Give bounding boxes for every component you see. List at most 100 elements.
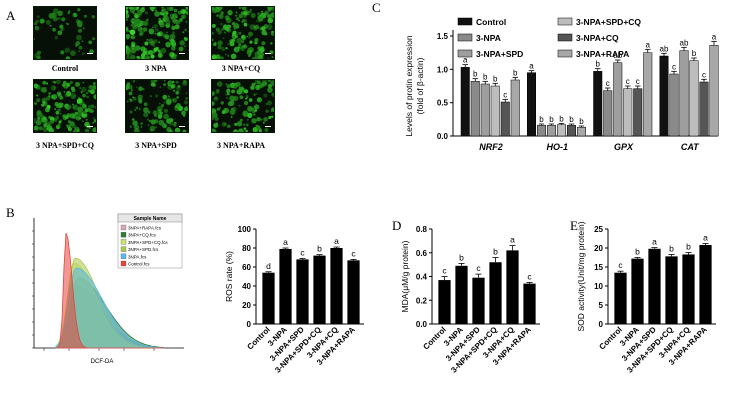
- significance-letter: b: [692, 49, 697, 58]
- cell-fluorescence: [59, 24, 64, 29]
- legend-header: [117, 213, 183, 223]
- cell-fluorescence: [146, 18, 149, 22]
- cell-fluorescence: [68, 10, 71, 13]
- micrograph-texture: [212, 7, 274, 59]
- cell-fluorescence: [169, 33, 176, 40]
- scale-bar: [87, 126, 93, 127]
- cell-fluorescence: [92, 121, 95, 124]
- cell-fluorescence: [57, 10, 63, 17]
- cell-fluorescence: [88, 126, 91, 129]
- cell-fluorescence: [157, 32, 160, 35]
- cell-fluorescence: [218, 14, 224, 19]
- cell-fluorescence: [244, 37, 247, 40]
- legend-swatch: [557, 33, 573, 42]
- cell-fluorescence: [139, 32, 143, 35]
- bar: [523, 283, 536, 324]
- cell-fluorescence: [258, 129, 262, 132]
- bar: [438, 280, 451, 324]
- y-tick-label: 1.5: [437, 32, 449, 41]
- cell-fluorescence: [146, 38, 149, 41]
- panel-label-b: B: [6, 205, 15, 220]
- cell-fluorescence: [171, 24, 174, 26]
- bar: [613, 62, 623, 137]
- scale-bar: [265, 53, 271, 54]
- significance-letter: b: [669, 243, 674, 253]
- cell-fluorescence: [270, 30, 274, 36]
- cell-fluorescence: [78, 96, 80, 99]
- cell-fluorescence: [247, 47, 251, 52]
- bar: [648, 248, 661, 324]
- cell-fluorescence: [65, 56, 70, 59]
- bar: [643, 52, 653, 137]
- y-tick-label: 80: [242, 244, 251, 253]
- cell-fluorescence: [172, 97, 177, 103]
- cell-fluorescence: [181, 110, 186, 116]
- bar: [682, 254, 695, 324]
- cell-fluorescence: [64, 93, 69, 98]
- cell-fluorescence: [132, 21, 134, 24]
- cell-fluorescence: [50, 116, 55, 122]
- micrograph-image: [33, 6, 97, 60]
- cell-fluorescence: [147, 110, 151, 114]
- cell-fluorescence: [248, 54, 251, 58]
- cell-fluorescence: [256, 117, 261, 122]
- cell-fluorescence: [72, 103, 74, 106]
- cell-fluorescence: [129, 7, 136, 13]
- cell-fluorescence: [126, 33, 131, 39]
- y-tick-label: 0.6: [416, 249, 428, 258]
- cell-fluorescence: [56, 91, 62, 96]
- cell-fluorescence: [238, 104, 241, 107]
- cell-fluorescence: [175, 16, 178, 19]
- cell-fluorescence: [172, 18, 178, 24]
- bar: [709, 45, 719, 137]
- micrograph-texture: [126, 80, 188, 132]
- cell-fluorescence: [134, 129, 139, 132]
- legend-label: 3NPA+CQ.fcs: [128, 233, 157, 238]
- cell-fluorescence: [134, 45, 141, 51]
- cell-fluorescence: [87, 107, 91, 112]
- cell-fluorescence: [154, 11, 160, 17]
- cell-fluorescence: [88, 85, 93, 90]
- cell-fluorescence: [144, 55, 151, 59]
- cell-fluorescence: [64, 47, 70, 53]
- bar: [527, 72, 536, 137]
- cell-fluorescence: [215, 90, 220, 95]
- cell-fluorescence: [138, 86, 143, 91]
- cell-fluorescence: [150, 54, 155, 59]
- cell-fluorescence: [129, 29, 136, 35]
- micrograph-texture: [126, 7, 188, 59]
- cell-fluorescence: [126, 45, 129, 49]
- cell-fluorescence: [56, 106, 59, 108]
- cell-fluorescence: [34, 102, 37, 105]
- significance-letter: b: [596, 60, 601, 69]
- significance-letter: a: [712, 32, 717, 41]
- cell-fluorescence: [126, 82, 131, 86]
- cell-fluorescence: [230, 53, 237, 59]
- cell-fluorescence: [75, 41, 81, 46]
- cell-fluorescence: [55, 110, 60, 115]
- cell-fluorescence: [130, 34, 136, 40]
- cell-fluorescence: [34, 38, 36, 41]
- cell-fluorescence: [57, 32, 61, 35]
- cell-fluorescence: [270, 42, 273, 45]
- cell-fluorescence: [172, 80, 175, 84]
- cell-fluorescence: [225, 53, 227, 56]
- legend-title: Sample Name: [134, 216, 167, 222]
- cell-fluorescence: [213, 122, 219, 128]
- cell-fluorescence: [246, 35, 249, 38]
- cell-fluorescence: [236, 89, 242, 95]
- cell-fluorescence: [253, 113, 256, 116]
- bar: [347, 260, 360, 324]
- cell-fluorescence: [140, 125, 143, 128]
- cell-fluorescence: [75, 19, 80, 24]
- panel-label-d: D: [392, 218, 402, 233]
- cell-fluorescence: [247, 112, 253, 118]
- cell-fluorescence: [256, 80, 261, 85]
- cell-fluorescence: [42, 99, 45, 102]
- cell-fluorescence: [233, 129, 238, 132]
- cell-fluorescence: [248, 98, 253, 102]
- micrograph-image: [33, 79, 97, 133]
- cell-fluorescence: [169, 13, 175, 19]
- micrograph-image: [125, 79, 189, 133]
